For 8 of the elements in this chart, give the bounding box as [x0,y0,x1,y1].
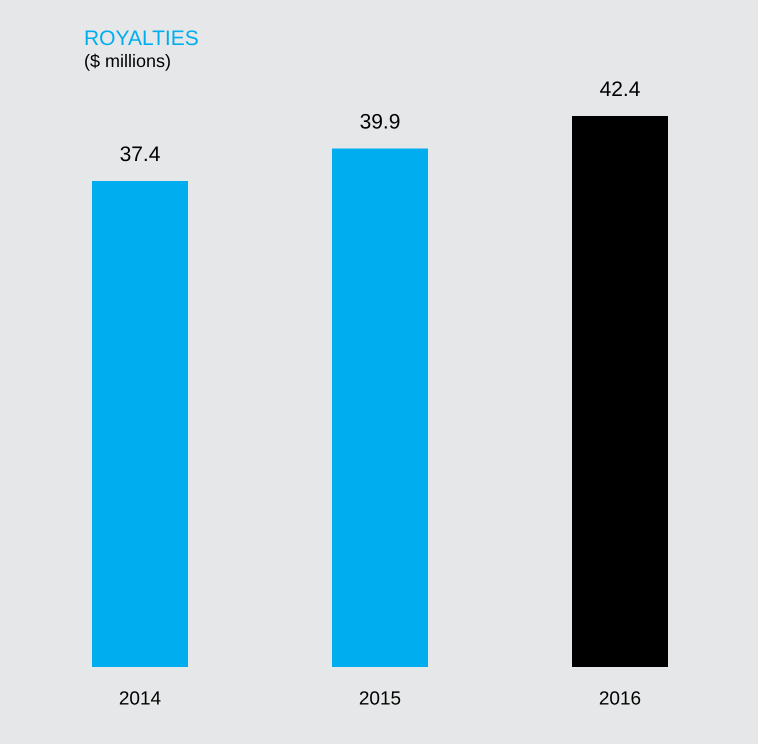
x-tick-label: 2016 [598,688,642,710]
x-tick-label: 2014 [118,688,162,710]
data-label: 39.9 [360,110,400,134]
chart-subtitle: ($ millions) [84,51,172,71]
data-label: 37.4 [120,142,161,166]
chart-title: ROYALTIES [84,27,199,50]
data-label: 42.4 [600,78,641,101]
x-tick-label: 2015 [358,688,402,710]
